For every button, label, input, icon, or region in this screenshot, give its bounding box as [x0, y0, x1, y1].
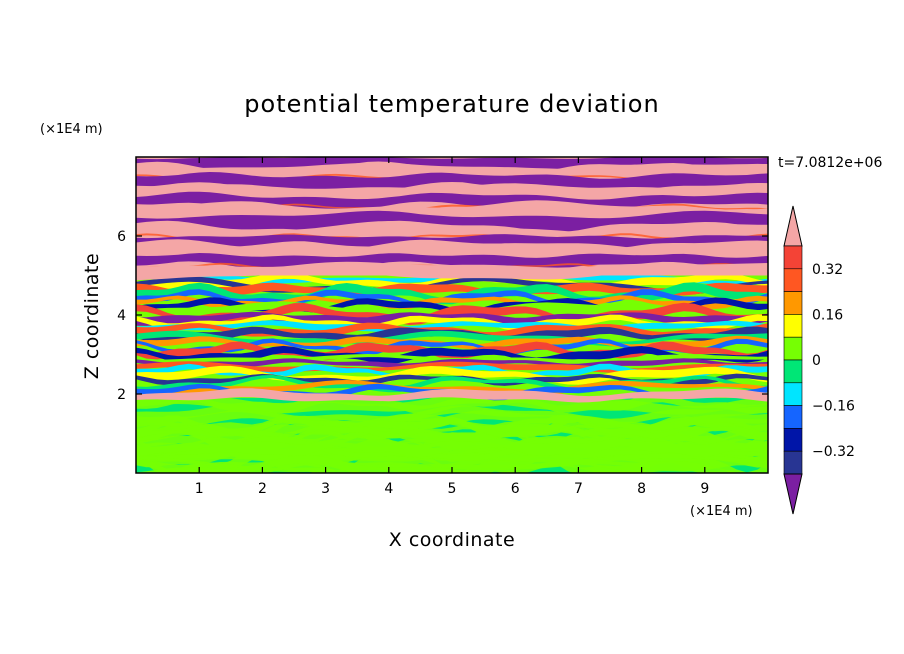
x-unit-label: (×1E4 m): [690, 504, 753, 519]
colorbar-box: [783, 245, 803, 270]
colorbar-label: 0.32: [812, 262, 843, 278]
colorbar-box: [783, 291, 803, 315]
x-tick-label: 7: [574, 481, 583, 497]
colorbar-box: [783, 450, 803, 475]
colorbar-top-triangle: [783, 205, 803, 247]
upper-band: [136, 161, 768, 181]
upper-band: [136, 200, 768, 223]
lower-swirl: [136, 409, 768, 431]
y-tick-label: 6: [117, 229, 126, 245]
x-axis-label: X coordinate: [389, 529, 515, 551]
z-unit-label: (×1E4 m): [40, 122, 103, 137]
x-tick-label: 1: [195, 481, 204, 497]
colorbar-label: −0.32: [812, 444, 855, 460]
plot-area: [136, 157, 768, 473]
x-ticks: 1 2 3 4 5 6 7 8 9: [195, 157, 709, 497]
y-axis-label: Z coordinate: [81, 253, 103, 379]
time-label: t=7.0812e+06: [778, 155, 882, 171]
y-tick-label: 2: [117, 387, 126, 403]
lower-swirl: [136, 393, 768, 415]
x-tick-label: 5: [448, 481, 457, 497]
middle-stripe: [136, 388, 768, 403]
lower-swirl: [136, 453, 768, 473]
y-tick-label: 4: [117, 308, 126, 324]
colorbar-label: 0.16: [812, 307, 843, 323]
upper-accent: [136, 173, 768, 182]
middle-stripe: [136, 345, 768, 365]
middle-stripe: [136, 302, 768, 325]
upper-band: [136, 183, 768, 201]
x-tick-label: 6: [511, 481, 520, 497]
middle-stripe: [136, 373, 768, 386]
middle-stripe: [136, 380, 768, 396]
x-tick-label: 2: [258, 481, 267, 497]
colorbar-label: 0: [812, 353, 821, 369]
colorbar-box: [783, 314, 803, 338]
colorbar-box: [783, 359, 803, 384]
x-tick-label: 4: [384, 481, 393, 497]
field-layers: [136, 157, 768, 473]
x-tick-label: 8: [637, 481, 646, 497]
x-tick-label: 3: [321, 481, 330, 497]
middle-stripe: [136, 282, 768, 297]
colorbar-box: [783, 382, 803, 406]
upper-band: [136, 261, 768, 281]
middle-stripe: [136, 295, 768, 310]
colorbar-box: [783, 268, 803, 292]
x-tick-label: 9: [700, 481, 709, 497]
middle-stripe: [136, 338, 768, 356]
colorbar-label: −0.16: [812, 399, 855, 415]
chart-title: potential temperature deviation: [244, 90, 659, 118]
lower-swirl: [136, 437, 768, 458]
y-ticks: 2 4 6: [117, 229, 768, 403]
lower-swirl: [136, 455, 742, 473]
colorbar: 0.32 0.16 0 −0.16 −0.32: [783, 205, 855, 515]
middle-stripe: [136, 375, 768, 394]
colorbar-box: [783, 428, 803, 452]
colorbar-box: [783, 405, 803, 429]
lower-swirl: [136, 424, 768, 439]
lower-swirl: [136, 436, 768, 463]
colorbar-box: [783, 336, 803, 361]
colorbar-bottom-triangle: [783, 473, 803, 515]
